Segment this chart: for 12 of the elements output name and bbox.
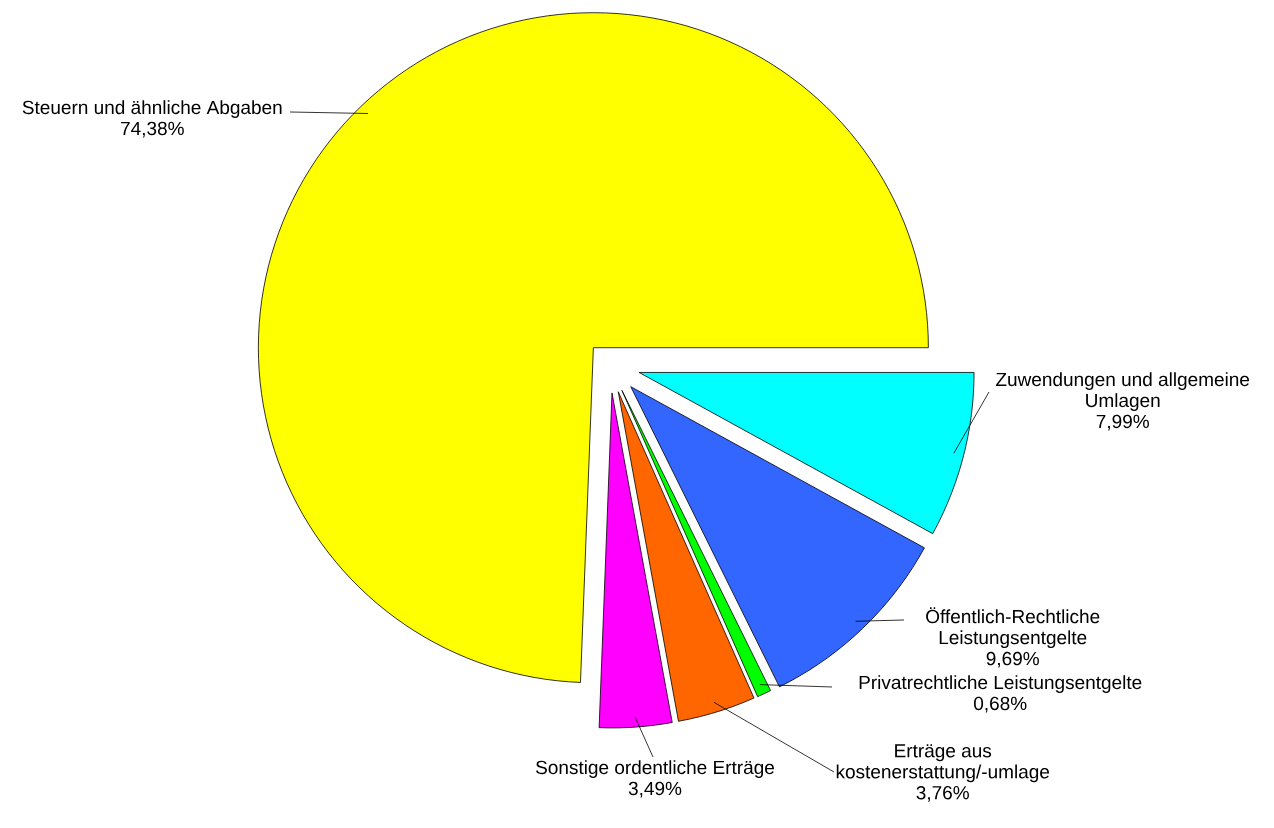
slice-label: Öffentlich-Rechtliche Leistungsentgelte	[926, 607, 1100, 649]
slice-label: Steuern und ähnliche Abgaben	[22, 100, 282, 118]
slice-label: Erträge aus kostenerstattung/-umlage	[836, 744, 1050, 783]
slice-label: Sonstige ordentliche Erträge	[535, 760, 774, 778]
slice-label: Zuwendungen und allgemeine Umlagen	[996, 372, 1250, 411]
data-label: 74,38%	[121, 121, 184, 138]
data-label: 3,76%	[916, 786, 969, 802]
data-label: 0,68%	[974, 696, 1027, 713]
legend-label: Privatrechtliche Leistungsentgelte	[859, 675, 1142, 693]
data-label: 9,69%	[986, 651, 1039, 668]
data-label: 7,99%	[1096, 414, 1149, 431]
data-label: 3,49%	[628, 781, 682, 798]
